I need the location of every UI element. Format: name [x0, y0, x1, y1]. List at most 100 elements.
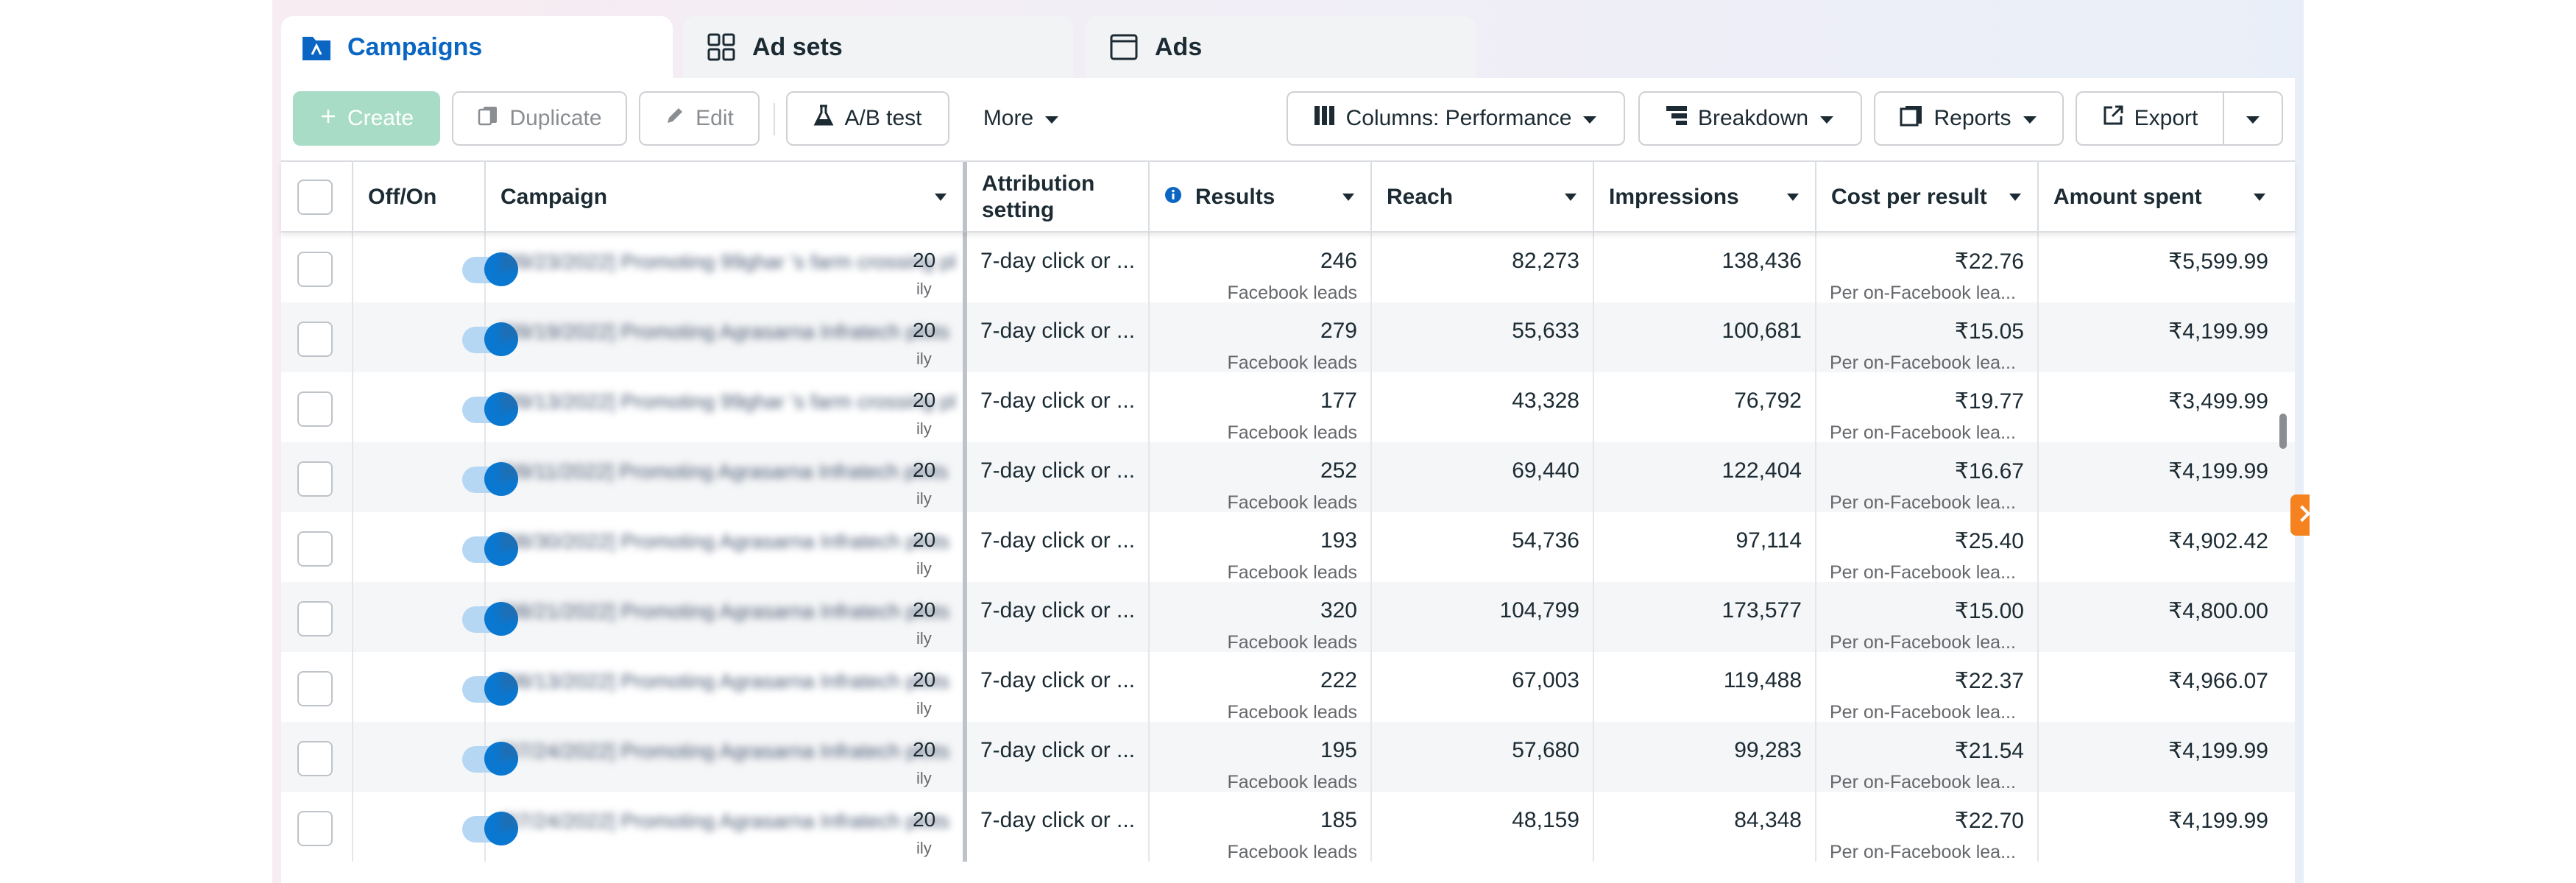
reports-dropdown[interactable]: Reports: [1874, 91, 2064, 146]
row-select-cell: [281, 512, 353, 582]
table-row[interactable]: [07/24/2022] Promoting Agrasarna Infrate…: [281, 722, 2295, 792]
row-checkbox[interactable]: [297, 391, 333, 427]
table-row[interactable]: [09/11/2022] Promoting Agrasarna Infrate…: [281, 442, 2295, 513]
impressions-value: 84,348: [1734, 808, 1802, 832]
export-label: Export: [2134, 106, 2198, 130]
side-expand-tab[interactable]: [2290, 494, 2310, 536]
campaign-toggle[interactable]: [462, 742, 518, 776]
campaign-name-cell[interactable]: [09/11/2022] Promoting Agrasarna Infrate…: [486, 442, 967, 512]
table-row[interactable]: [09/19/2022] Promoting Agrasarna Infrate…: [281, 302, 2295, 373]
tab-campaigns[interactable]: Campaigns: [281, 16, 673, 78]
header-impressions[interactable]: Impressions: [1594, 162, 1816, 233]
impressions-cell: 97,114: [1594, 512, 1816, 582]
spent-cell: ₹4,199.99: [2039, 792, 2282, 862]
breakdown-dropdown[interactable]: Breakdown: [1638, 91, 1862, 146]
results-value: 193: [1320, 528, 1357, 553]
columns-dropdown[interactable]: Columns: Performance: [1287, 91, 1625, 146]
table-row[interactable]: [08/30/2022] Promoting Agrasarna Infrate…: [281, 512, 2295, 583]
campaign-name-cell[interactable]: [09/13/2022] Promoting 99ghar 's farm cr…: [486, 372, 967, 442]
header-cost-per-result[interactable]: Cost per result: [1816, 162, 2039, 233]
row-checkbox[interactable]: [297, 671, 333, 706]
row-checkbox[interactable]: [297, 322, 333, 357]
breakdown-icon: [1666, 105, 1688, 132]
row-select-cell: [281, 442, 353, 512]
campaign-toggle[interactable]: [462, 462, 518, 496]
header-amount-spent[interactable]: Amount spent: [2039, 162, 2282, 233]
campaign-name-cell[interactable]: [08/13/2022] Promoting Agrasarna Infrate…: [486, 652, 967, 722]
reach-cell: 54,736: [1372, 512, 1594, 582]
table-row[interactable]: [09/13/2022] Promoting 99ghar 's farm cr…: [281, 372, 2295, 443]
campaign-name-cell[interactable]: [07/24/2022] Promoting Agrasarna Infrate…: [486, 722, 967, 792]
campaign-name-cell[interactable]: [09/19/2022] Promoting Agrasarna Infrate…: [486, 302, 967, 372]
campaign-name-cell[interactable]: [08/30/2022] Promoting Agrasarna Infrate…: [486, 512, 967, 582]
table-row[interactable]: [08/13/2022] Promoting Agrasarna Infrate…: [281, 652, 2295, 723]
header-attribution-label: Attribution setting: [982, 171, 1095, 222]
flask-icon: [813, 104, 834, 132]
results-value: 222: [1320, 668, 1357, 692]
header-attribution-setting[interactable]: Attribution setting: [967, 162, 1150, 233]
row-toggle-cell: [353, 722, 518, 792]
campaign-name[interactable]: [07/24/2022] Promoting Agrasarna Infrate…: [500, 809, 950, 831]
header-off-on[interactable]: Off/On: [353, 162, 486, 233]
campaign-toggle[interactable]: [462, 812, 518, 845]
reach-value: 55,633: [1512, 319, 1579, 343]
duplicate-button[interactable]: Duplicate: [452, 91, 627, 146]
ab-test-button[interactable]: A/B test: [786, 91, 949, 146]
table-row[interactable]: [07/24/2022] Promoting Agrasarna Infrate…: [281, 792, 2295, 862]
results-type: Facebook leads: [1227, 632, 1357, 653]
cost-type: Per on-Facebook lea...: [1830, 632, 2016, 653]
campaign-name[interactable]: [09/13/2022] Promoting 99ghar 's farm cr…: [500, 390, 957, 412]
row-checkbox[interactable]: [297, 461, 333, 497]
export-button[interactable]: Export: [2076, 91, 2224, 146]
attribution-cell: 7-day click or ...: [967, 233, 1150, 302]
campaign-name-cell[interactable]: [09/23/2022] Promoting 99ghar 's farm cr…: [486, 233, 967, 302]
vertical-scrollbar[interactable]: [2279, 414, 2287, 449]
campaign-toggle[interactable]: [462, 672, 518, 706]
cost-value: ₹19.77: [1954, 389, 2024, 414]
campaign-name[interactable]: [09/19/2022] Promoting Agrasarna Infrate…: [500, 320, 950, 342]
campaign-name-cell[interactable]: [08/21/2022] Promoting Agrasarna Infrate…: [486, 582, 967, 652]
campaign-name-cell[interactable]: [07/24/2022] Promoting Agrasarna Infrate…: [486, 792, 967, 862]
truncated-column-sub: ily: [916, 629, 932, 648]
row-checkbox[interactable]: [297, 741, 333, 776]
campaign-name[interactable]: [09/23/2022] Promoting 99ghar 's farm cr…: [500, 250, 957, 272]
tab-ads[interactable]: Ads: [1086, 16, 1476, 78]
campaign-toggle[interactable]: [462, 392, 518, 426]
campaign-toggle[interactable]: [462, 322, 518, 356]
header-results[interactable]: Results: [1150, 162, 1372, 233]
sort-caret-icon: [935, 194, 946, 201]
truncated-column-sub: ily: [916, 699, 932, 717]
campaign-name[interactable]: [08/13/2022] Promoting Agrasarna Infrate…: [500, 670, 950, 692]
results-cell: 222 Facebook leads: [1150, 652, 1372, 723]
impressions-cell: 100,681: [1594, 302, 1816, 372]
campaign-name[interactable]: [07/24/2022] Promoting Agrasarna Infrate…: [500, 740, 950, 762]
row-toggle-cell: [353, 582, 518, 652]
tab-ad-sets[interactable]: Ad sets: [683, 16, 1073, 78]
campaign-name[interactable]: [08/21/2022] Promoting Agrasarna Infrate…: [500, 600, 950, 622]
campaign-toggle[interactable]: [462, 532, 518, 566]
truncated-column-sub: ily: [916, 280, 932, 298]
chevron-down-icon: [2245, 106, 2261, 131]
campaign-toggle[interactable]: [462, 252, 518, 286]
results-value: 279: [1320, 319, 1357, 343]
row-checkbox[interactable]: [297, 811, 333, 846]
campaign-name[interactable]: [08/30/2022] Promoting Agrasarna Infrate…: [500, 530, 950, 552]
more-dropdown[interactable]: More: [963, 91, 1080, 146]
export-menu-button[interactable]: [2223, 91, 2283, 146]
campaign-name[interactable]: [09/11/2022] Promoting Agrasarna Infrate…: [500, 460, 949, 482]
impressions-value: 76,792: [1734, 389, 1802, 413]
header-campaign[interactable]: Campaign: [486, 162, 967, 233]
row-checkbox[interactable]: [297, 252, 333, 287]
create-button[interactable]: Create: [293, 91, 440, 146]
attribution-value: 7-day click or ...: [980, 249, 1136, 273]
table-row[interactable]: [08/21/2022] Promoting Agrasarna Infrate…: [281, 582, 2295, 653]
row-checkbox[interactable]: [297, 601, 333, 636]
edit-button[interactable]: Edit: [639, 91, 760, 146]
row-checkbox[interactable]: [297, 531, 333, 567]
attribution-value: 7-day click or ...: [980, 808, 1136, 832]
header-reach[interactable]: Reach: [1372, 162, 1594, 233]
campaign-toggle[interactable]: [462, 602, 518, 636]
row-select-cell: [281, 302, 353, 372]
table-row[interactable]: [09/23/2022] Promoting 99ghar 's farm cr…: [281, 233, 2295, 303]
select-all-checkbox[interactable]: [297, 180, 333, 215]
